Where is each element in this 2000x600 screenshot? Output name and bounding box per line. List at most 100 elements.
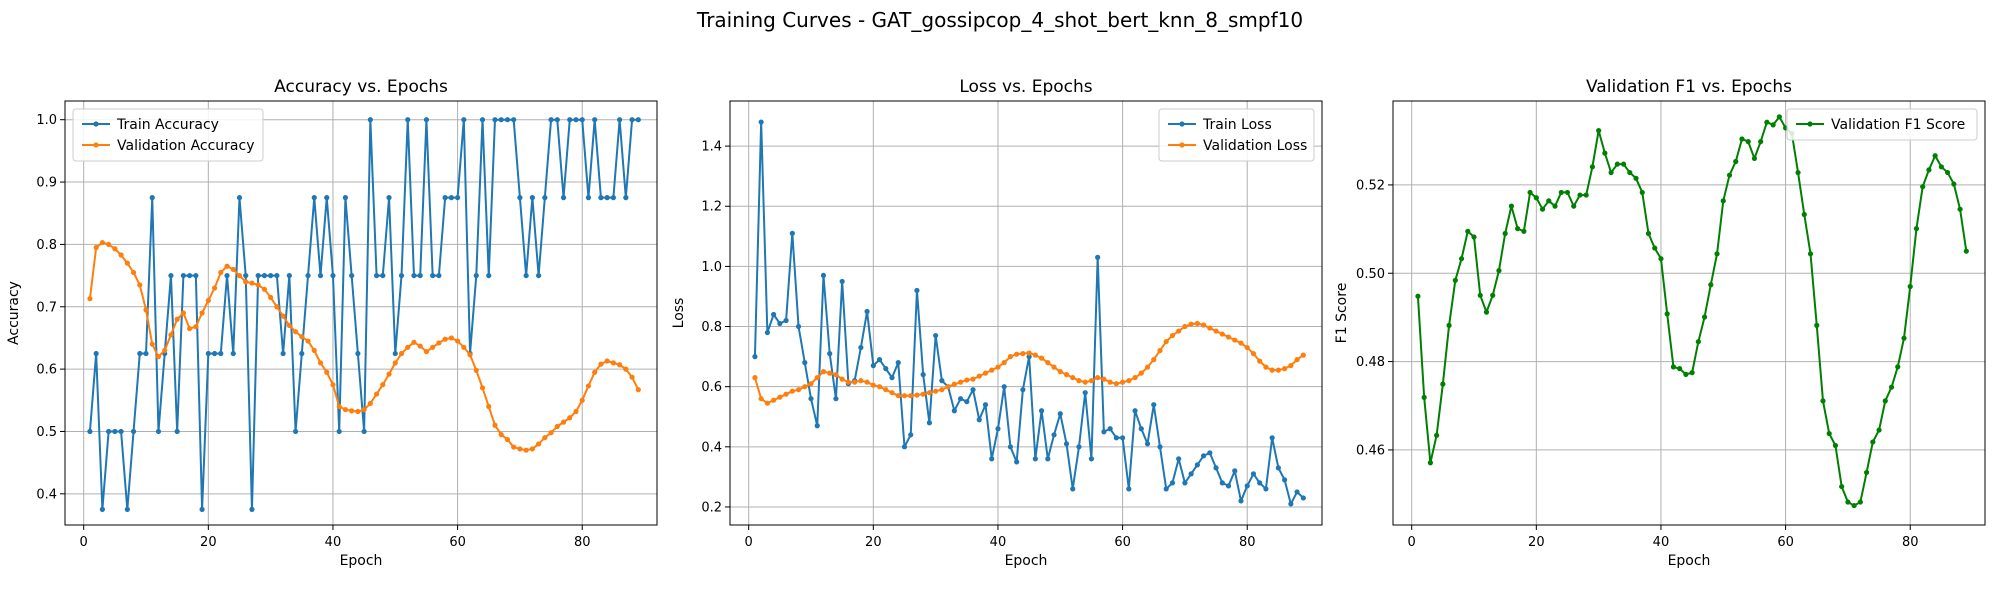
data-point (442, 195, 448, 201)
data-point (1801, 211, 1807, 218)
legend: Train Accuracy Validation Accuracy (72, 108, 264, 162)
data-point (1739, 136, 1745, 142)
data-point (802, 360, 808, 366)
data-point (130, 428, 137, 435)
data-point (311, 347, 317, 354)
data-point (1107, 379, 1113, 385)
data-point (143, 350, 149, 357)
data-point (1826, 430, 1832, 437)
data-point (1751, 155, 1758, 162)
data-point (914, 287, 920, 294)
data-point (1577, 192, 1583, 198)
data-point (486, 272, 492, 279)
data-point (1614, 161, 1620, 167)
x-tick-label: 40 (325, 535, 342, 550)
data-point (1032, 352, 1038, 358)
data-point (1608, 169, 1614, 176)
data-point (858, 344, 864, 351)
x-tick-label: 80 (1902, 535, 1919, 550)
data-point (1807, 251, 1814, 257)
data-point (1082, 379, 1088, 385)
data-point (548, 117, 554, 123)
data-point (367, 117, 373, 123)
data-point (1144, 441, 1151, 447)
data-point (1683, 371, 1689, 377)
data-point (573, 408, 579, 415)
data-point (205, 297, 211, 304)
data-point (199, 506, 205, 513)
data-point (87, 296, 93, 302)
data-point (479, 117, 486, 123)
data-point (1832, 442, 1839, 449)
data-point (939, 387, 945, 393)
y-axis-label: Loss (671, 298, 687, 329)
data-point (1225, 483, 1232, 489)
data-point (1275, 465, 1281, 471)
data-point (423, 349, 430, 355)
data-point (1132, 375, 1138, 381)
y-tick-label: 0.50 (1356, 267, 1385, 282)
data-point (1596, 127, 1602, 134)
legend-entry: Validation Loss (1203, 138, 1307, 154)
data-point (292, 329, 299, 335)
data-point (901, 444, 908, 450)
data-point (336, 403, 342, 410)
axes-frame (1392, 100, 1986, 526)
data-point (1664, 311, 1670, 317)
data-point (1602, 150, 1608, 156)
data-point (989, 367, 995, 373)
data-point (1957, 206, 1963, 212)
data-point (1238, 498, 1244, 504)
chart-title: Loss vs. Epochs (959, 77, 1092, 97)
data-point (380, 272, 386, 279)
data-point (635, 387, 641, 393)
data-point (777, 320, 783, 327)
data-point (802, 384, 808, 390)
data-point (1446, 322, 1452, 328)
data-point (1045, 360, 1051, 366)
data-point (1913, 226, 1920, 232)
data-point (808, 381, 814, 387)
data-point (579, 117, 585, 123)
data-point (1182, 323, 1188, 330)
chart-panel-2: 0 20 40 60 80 0.2 0.4 0.6 0.8 1.0 1.2 1.4 Loss vs. E… (671, 77, 1323, 569)
data-point (876, 384, 883, 390)
chart-title: Validation F1 vs. Epochs (1586, 77, 1792, 97)
data-point (1758, 139, 1764, 145)
data-point (814, 423, 820, 429)
legend-swatch-marker (1179, 142, 1185, 148)
data-point (1496, 268, 1502, 274)
data-point (324, 195, 330, 201)
data-point (130, 269, 137, 276)
data-point (93, 244, 99, 251)
data-point (548, 430, 554, 436)
data-point (523, 272, 529, 279)
y-tick-label: 0.52 (1356, 178, 1385, 193)
data-point (292, 428, 299, 435)
data-point (373, 272, 380, 279)
data-point (504, 117, 511, 123)
data-point (274, 304, 280, 310)
data-point (305, 272, 311, 279)
data-point (1820, 398, 1826, 404)
data-point (405, 117, 411, 123)
data-point (926, 420, 933, 426)
data-point (870, 363, 876, 369)
x-tick-label: 60 (1114, 535, 1131, 550)
data-point (124, 506, 130, 513)
x-tick-label: 20 (1528, 535, 1545, 550)
data-point (467, 352, 473, 358)
data-point (1219, 331, 1225, 337)
data-point (933, 332, 939, 339)
data-point (1014, 459, 1020, 465)
data-point (554, 117, 560, 123)
data-point (1901, 335, 1907, 341)
data-point (1151, 357, 1157, 363)
data-point (1745, 139, 1751, 145)
data-point (405, 344, 411, 350)
data-point (1963, 248, 1969, 254)
data-point (1726, 172, 1733, 178)
legend-entry: Validation F1 Score (1831, 117, 1965, 133)
data-point (623, 366, 629, 372)
